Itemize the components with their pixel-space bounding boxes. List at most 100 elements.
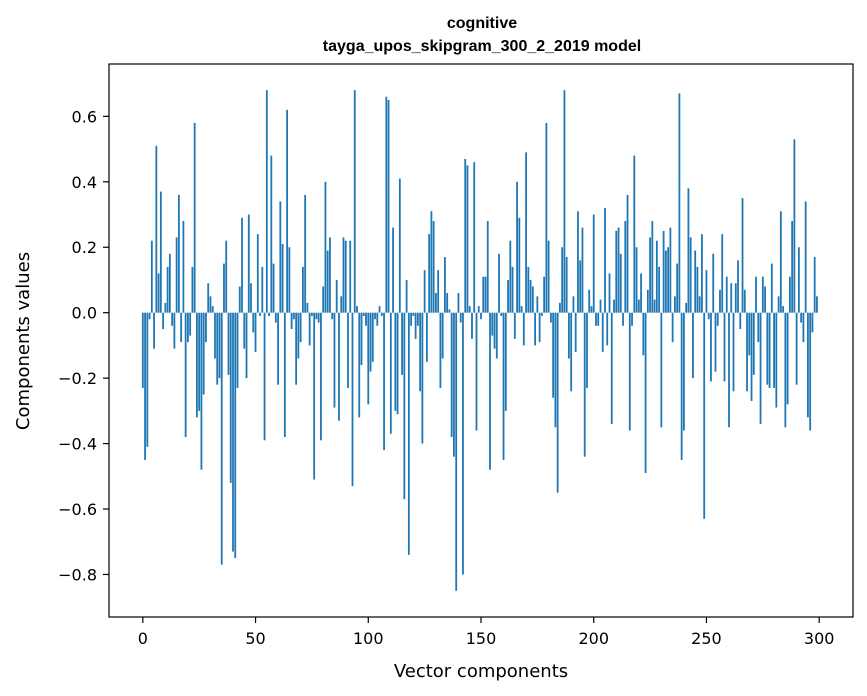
bar	[202, 312, 205, 395]
x-tick-label: 150	[466, 629, 497, 648]
bar	[464, 158, 467, 313]
bar	[335, 279, 338, 313]
bar	[685, 302, 688, 313]
bar	[308, 312, 311, 346]
bar	[193, 122, 196, 313]
bar	[597, 312, 600, 326]
bar	[793, 139, 796, 313]
bar	[622, 312, 624, 326]
bar	[168, 253, 171, 313]
bar	[150, 240, 153, 313]
bar	[549, 312, 552, 323]
bar	[755, 276, 757, 313]
bar	[211, 306, 214, 313]
bar	[252, 312, 255, 333]
bar	[277, 312, 279, 385]
bar	[299, 312, 302, 343]
bar	[229, 312, 232, 483]
bar	[439, 312, 442, 388]
bar	[635, 247, 638, 313]
bar	[495, 312, 498, 359]
bar	[676, 263, 679, 313]
bar	[741, 198, 744, 313]
bar	[157, 273, 160, 313]
bar	[209, 296, 212, 313]
bar	[759, 312, 762, 424]
bar	[484, 276, 487, 313]
bar	[263, 312, 266, 441]
bar	[655, 240, 658, 313]
bar	[234, 312, 237, 559]
bar	[804, 201, 807, 313]
bar	[288, 247, 291, 313]
bar	[383, 312, 385, 451]
bar	[581, 227, 584, 313]
bar	[311, 312, 313, 316]
bar	[710, 312, 712, 382]
bar	[462, 312, 464, 575]
bar	[552, 312, 555, 398]
bar	[637, 299, 640, 313]
bar	[768, 312, 771, 388]
bar	[687, 188, 690, 313]
bar	[322, 286, 325, 313]
bar	[671, 312, 674, 343]
bar	[338, 312, 340, 421]
bar	[340, 296, 343, 313]
bar	[601, 312, 604, 352]
bar	[141, 312, 144, 388]
bar	[816, 296, 818, 313]
bar	[331, 312, 334, 320]
bar	[214, 312, 216, 359]
bar	[509, 240, 512, 313]
bar	[516, 181, 518, 313]
bar	[491, 312, 494, 336]
bar	[207, 283, 210, 313]
bar	[493, 312, 496, 349]
bar	[315, 312, 318, 320]
bar	[320, 312, 322, 441]
y-axis-label: Components values	[13, 252, 34, 430]
bar	[813, 257, 816, 313]
bar	[385, 96, 388, 313]
bar	[608, 273, 611, 313]
bar	[737, 260, 739, 313]
bar	[261, 266, 264, 313]
bar	[725, 276, 728, 313]
bar	[475, 312, 478, 431]
bar	[797, 247, 800, 313]
bar	[173, 312, 176, 349]
bar	[782, 306, 785, 313]
bar	[583, 312, 586, 457]
bar	[164, 302, 167, 313]
y-tick-label: −0.4	[58, 435, 97, 454]
bar	[374, 312, 376, 320]
bar	[518, 217, 521, 313]
bar	[241, 217, 243, 313]
x-tick-label: 100	[353, 629, 384, 648]
bar	[324, 181, 327, 313]
bar	[486, 221, 489, 313]
bar	[511, 266, 514, 313]
bar	[489, 312, 491, 470]
bar	[757, 312, 760, 343]
bar	[730, 283, 733, 313]
bar	[791, 221, 794, 313]
bar	[507, 279, 509, 313]
bar	[669, 227, 672, 313]
bar	[811, 312, 814, 333]
bar	[795, 312, 798, 385]
bar	[536, 296, 539, 313]
bar	[304, 194, 307, 313]
bar	[707, 312, 710, 320]
bar	[444, 257, 446, 313]
bar	[786, 312, 789, 405]
bar	[333, 312, 336, 408]
bar	[748, 312, 751, 356]
bar	[631, 312, 633, 326]
bar	[256, 234, 259, 313]
bar	[416, 312, 419, 326]
bar	[159, 191, 162, 313]
bar	[568, 312, 570, 359]
bar	[362, 312, 365, 316]
